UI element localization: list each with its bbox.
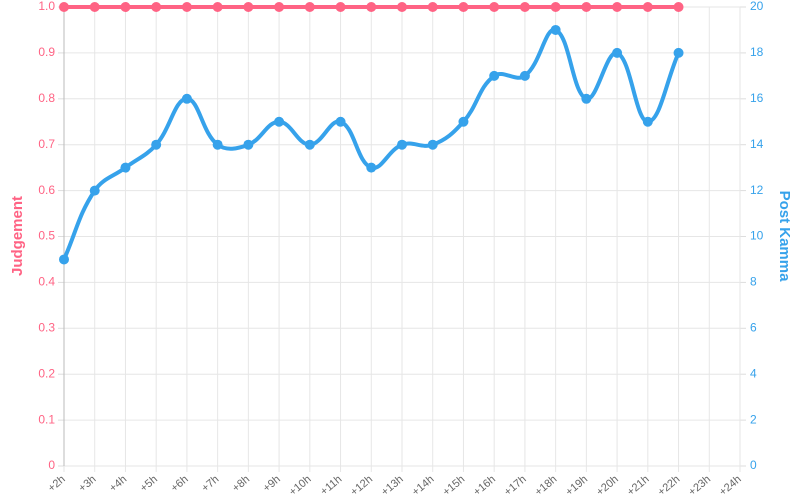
data-point (366, 162, 377, 173)
y2-tick-label: 6 (750, 320, 757, 334)
x-tick-label: +15h (441, 473, 468, 498)
data-point (427, 2, 438, 12)
data-point (151, 2, 162, 12)
y2-tick-label: 10 (750, 229, 764, 243)
y2-tick-label: 16 (750, 91, 764, 105)
data-point (89, 185, 100, 196)
x-tick-label: +12h (348, 473, 375, 498)
data-point (335, 116, 346, 127)
data-point (581, 93, 592, 104)
x-tick-label: +20h (594, 473, 621, 498)
y-tick-label: 0.4 (38, 275, 55, 289)
y-tick-label: 0.8 (38, 91, 55, 105)
data-point (89, 2, 100, 12)
x-tick-label: +18h (533, 473, 560, 498)
data-point (366, 2, 377, 12)
y2-tick-label: 2 (750, 412, 757, 426)
x-tick-label: +22h (656, 473, 683, 498)
data-point (519, 2, 530, 12)
data-point (397, 2, 407, 12)
y-tick-label: 0.2 (38, 366, 55, 380)
data-point (59, 2, 69, 12)
data-point (397, 139, 407, 150)
y-axis-title: Judgement (9, 196, 26, 276)
data-point (673, 47, 684, 58)
x-tick-label: +11h (318, 473, 344, 498)
y-tick-label: 0.9 (38, 45, 55, 59)
x-tick-label: +13h (379, 473, 406, 498)
data-point (673, 2, 684, 12)
y2-tick-label: 8 (750, 275, 757, 289)
y-tick-label: 0.6 (38, 183, 55, 197)
data-point (550, 24, 561, 35)
data-point (120, 2, 131, 12)
y2-tick-label: 0 (750, 458, 757, 472)
data-point (335, 2, 346, 12)
y2-tick-label: 20 (750, 0, 764, 13)
data-point (642, 116, 653, 127)
x-tick-label: +2h (46, 473, 68, 494)
x-tick-label: +16h (471, 473, 498, 498)
data-point (458, 2, 469, 12)
data-point (59, 254, 69, 265)
data-point (489, 70, 500, 81)
data-point (120, 162, 131, 173)
x-tick-label: +6h (169, 473, 191, 494)
data-point (181, 2, 192, 12)
data-point (550, 2, 561, 12)
data-point (274, 2, 285, 12)
data-point (581, 2, 592, 12)
y-tick-label: 0.7 (38, 137, 55, 151)
data-point (519, 70, 530, 81)
data-point (243, 139, 254, 150)
data-point (427, 139, 438, 150)
data-point (181, 93, 192, 104)
x-tick-label: +10h (287, 473, 314, 498)
y-tick-label: 0 (48, 458, 55, 472)
x-tick-label: +9h (261, 473, 283, 494)
data-point (304, 2, 315, 12)
data-point (274, 116, 285, 127)
data-point (212, 2, 223, 12)
y2-tick-label: 14 (750, 137, 764, 151)
y2-axis-title: Post Kamma (776, 191, 793, 283)
x-tick-label: +21h (625, 473, 652, 498)
y-tick-label: 1.0 (38, 0, 55, 13)
data-point (642, 2, 653, 12)
x-tick-label: +24h (717, 473, 744, 498)
x-tick-label: +7h (199, 473, 221, 494)
data-point (243, 2, 254, 12)
data-point (151, 139, 162, 150)
y-tick-label: 0.1 (38, 412, 55, 426)
x-tick-label: +8h (230, 473, 252, 494)
data-point (458, 116, 469, 127)
data-point (489, 2, 500, 12)
y-tick-label: 0.5 (38, 229, 55, 243)
data-point (612, 2, 623, 12)
data-point (212, 139, 223, 150)
x-tick-label: +3h (77, 473, 99, 494)
x-tick-label: +19h (563, 473, 590, 498)
y2-tick-label: 12 (750, 183, 764, 197)
data-point (612, 47, 623, 58)
x-tick-label: +23h (686, 473, 713, 498)
x-tick-label: +4h (107, 473, 129, 494)
y2-tick-label: 4 (750, 366, 757, 380)
x-tick-label: +17h (502, 473, 529, 498)
data-point (304, 139, 315, 150)
y-tick-label: 0.3 (38, 320, 55, 334)
x-tick-label: +14h (410, 473, 437, 498)
y2-tick-label: 18 (750, 45, 764, 59)
x-tick-label: +5h (138, 473, 160, 494)
